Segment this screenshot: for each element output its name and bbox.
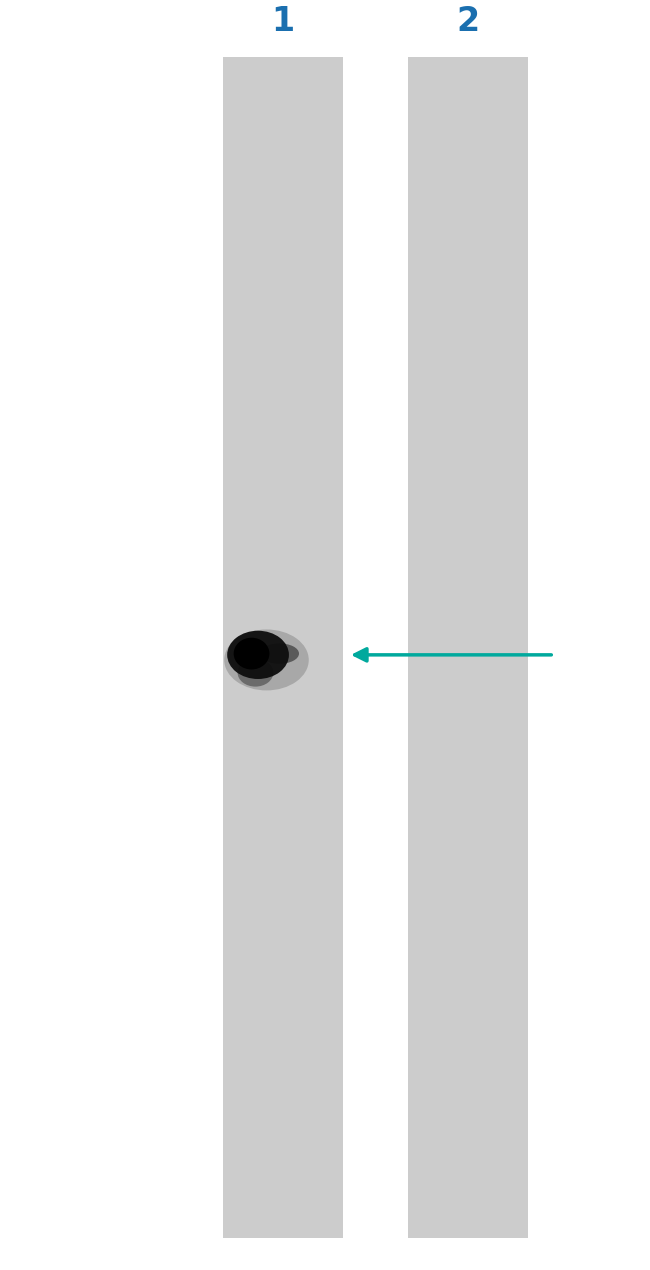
Ellipse shape	[260, 644, 299, 664]
Ellipse shape	[238, 659, 274, 687]
Ellipse shape	[227, 631, 289, 679]
Ellipse shape	[224, 630, 309, 691]
Bar	[222, 57, 343, 1238]
Ellipse shape	[234, 638, 270, 669]
Text: 2: 2	[456, 5, 480, 38]
Text: 1: 1	[271, 5, 294, 38]
Bar	[408, 57, 528, 1238]
